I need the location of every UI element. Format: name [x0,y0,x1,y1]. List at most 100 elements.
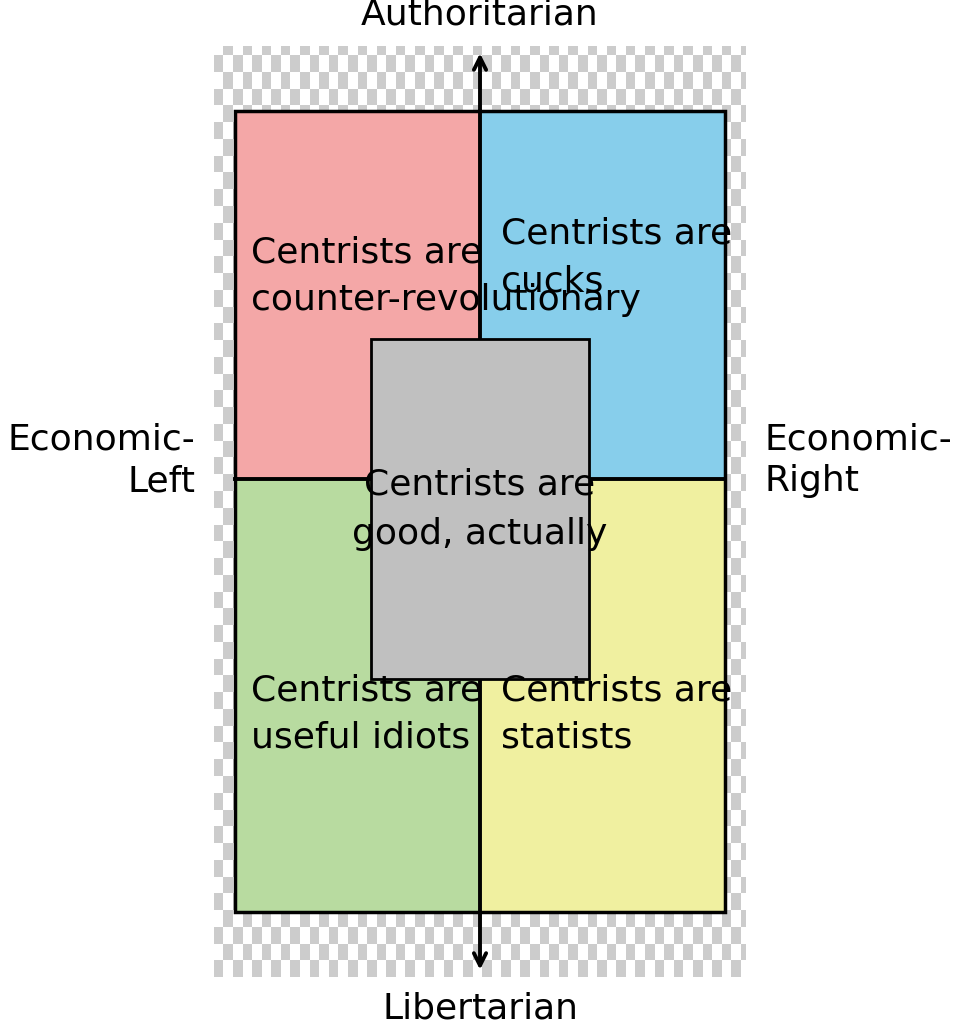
Bar [482,725,492,743]
Bar [540,725,549,743]
Bar [214,675,224,693]
Bar [693,575,703,591]
Bar [224,559,233,575]
Bar [578,793,588,809]
Bar [472,675,482,693]
Bar [453,407,463,424]
Bar [310,122,320,139]
Bar [281,457,291,475]
Bar [444,893,453,910]
Bar [511,273,520,290]
Bar [252,961,262,977]
Bar [357,559,367,575]
Bar [472,709,482,725]
Bar [722,155,732,173]
Bar [703,507,712,525]
Bar [310,139,320,155]
Bar [281,441,291,457]
Bar [540,877,549,893]
Bar [655,625,664,641]
Bar [320,541,328,559]
Bar [444,139,453,155]
Bar [482,827,492,843]
Bar [664,625,674,641]
Bar [712,659,722,675]
Bar [328,357,338,373]
Bar [405,793,415,809]
Bar [252,55,262,72]
Bar [568,877,578,893]
Bar [252,424,262,441]
Bar [520,273,530,290]
Bar [434,725,444,743]
Bar [597,441,607,457]
Bar [328,105,338,122]
Bar [684,55,693,72]
Bar [549,457,559,475]
Bar [703,307,712,323]
Bar [578,424,588,441]
Bar [291,189,300,206]
Bar [233,893,243,910]
Bar [693,591,703,609]
Bar [693,525,703,541]
Bar [262,340,272,357]
Bar [357,189,367,206]
Bar [607,307,616,323]
Bar [588,105,597,122]
Bar [568,239,578,257]
Bar [348,675,357,693]
Bar [214,927,224,943]
Bar [607,206,616,223]
Bar [262,424,272,441]
Bar [233,441,243,457]
Bar [320,827,328,843]
Bar [376,72,386,89]
Bar [492,55,501,72]
Bar [578,625,588,641]
Bar [386,340,396,357]
Bar [693,139,703,155]
Bar [396,89,405,105]
Bar [636,675,645,693]
Bar [444,525,453,541]
Bar [645,357,655,373]
Bar [712,743,722,759]
Bar [741,541,751,559]
Bar [281,290,291,307]
Bar [703,39,712,55]
Bar [367,843,376,860]
Bar [645,910,655,927]
Bar [636,89,645,105]
Bar [607,55,616,72]
Bar [578,173,588,189]
Bar [300,559,310,575]
Bar [636,441,645,457]
Bar [636,893,645,910]
Bar [645,860,655,877]
Bar [281,910,291,927]
Bar [281,877,291,893]
Bar [463,961,472,977]
Bar [281,475,291,491]
Bar [703,625,712,641]
Bar [424,525,434,541]
Bar [568,625,578,641]
Bar [655,641,664,659]
Bar [300,843,310,860]
Bar [712,877,722,893]
Bar [655,105,664,122]
Bar [376,155,386,173]
Bar [291,424,300,441]
Bar [463,457,472,475]
Bar [645,457,655,475]
Bar [291,559,300,575]
Bar [684,491,693,507]
Bar [626,743,636,759]
Bar [338,206,348,223]
Bar [357,625,367,641]
Bar [262,139,272,155]
Bar [328,860,338,877]
Bar [348,507,357,525]
Bar [492,223,501,239]
